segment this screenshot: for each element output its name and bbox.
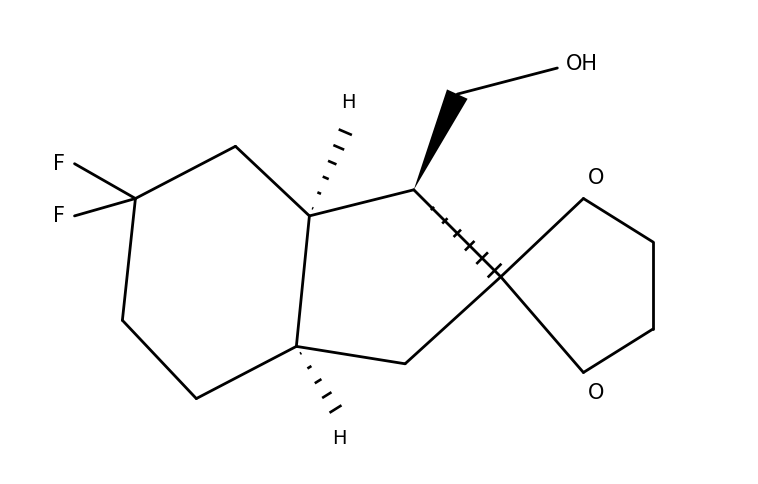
Text: OH: OH [566, 54, 598, 74]
Text: O: O [587, 168, 604, 188]
Text: H: H [333, 429, 347, 448]
Text: F: F [53, 206, 64, 226]
Text: F: F [53, 154, 64, 174]
Text: H: H [341, 92, 356, 111]
Polygon shape [414, 90, 468, 190]
Text: O: O [587, 383, 604, 403]
